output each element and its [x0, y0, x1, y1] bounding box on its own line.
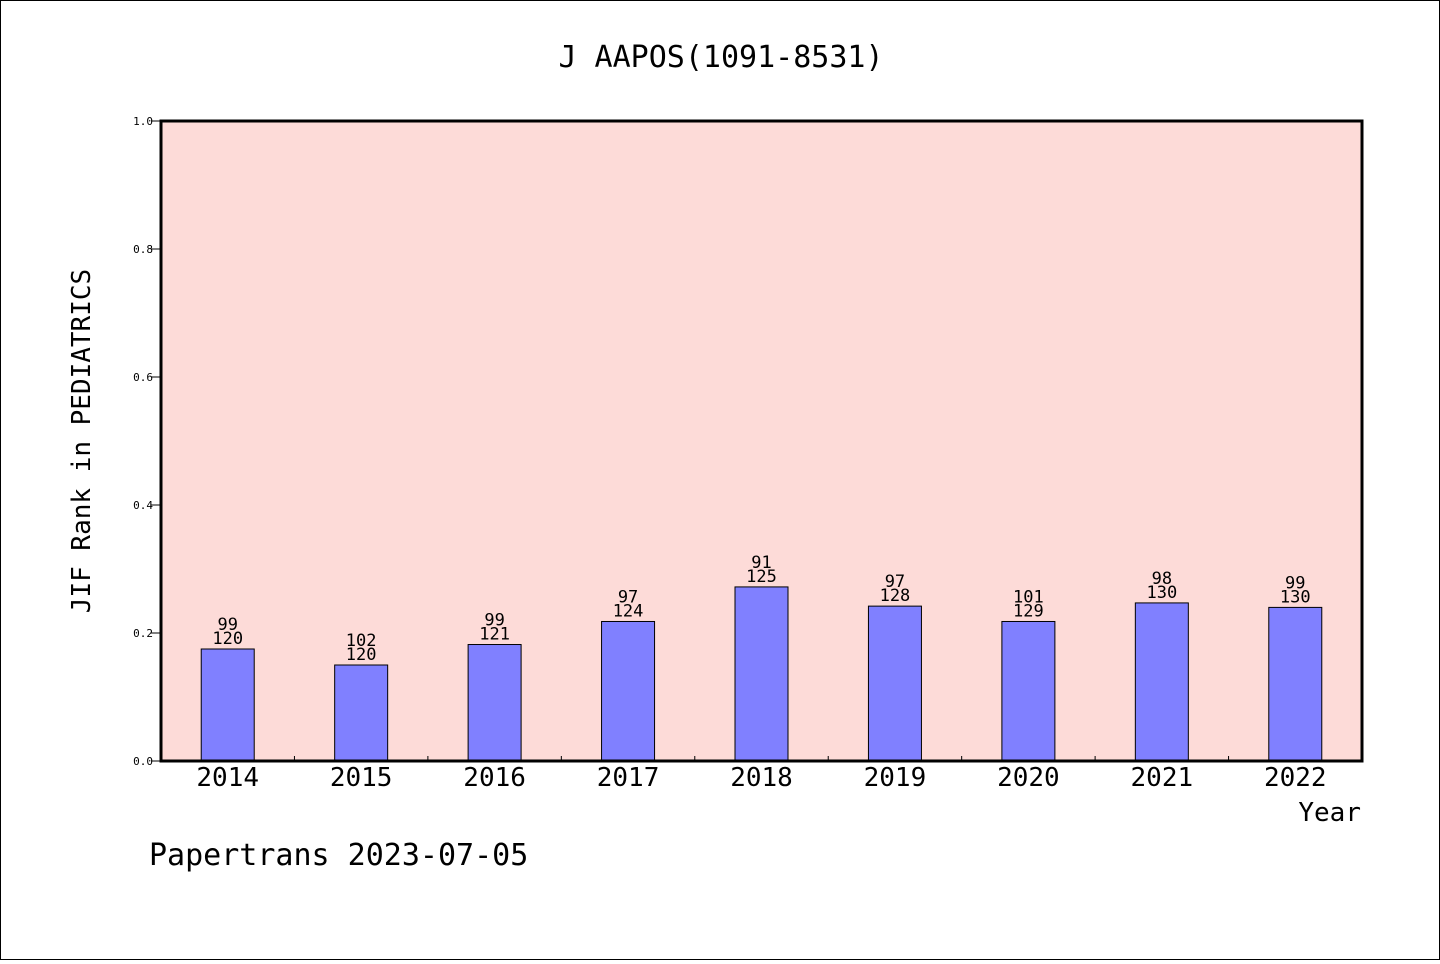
bar-2016: [467, 644, 522, 762]
rank-label: 97: [618, 587, 638, 607]
y-tick-label: 0.4: [133, 499, 153, 512]
y-tick-label: 0.0: [133, 755, 153, 768]
chart-title: J AAPOS(1091-8531): [558, 40, 883, 75]
total-label: 128: [880, 586, 911, 606]
footer-text: Papertrans 2023-07-05: [149, 838, 528, 873]
bar-2014: [200, 648, 255, 762]
x-tick-label: 2016: [463, 763, 526, 793]
x-tick-label: 2014: [196, 763, 259, 793]
rank-label: 102: [346, 631, 377, 651]
x-tick-label: 2022: [1264, 763, 1327, 793]
y-tick-label: 1.0: [133, 115, 153, 128]
total-label: 120: [212, 629, 243, 649]
plot-border: [159, 119, 1364, 763]
data-labels: 2014991202015102120201699121201797124201…: [196, 553, 1326, 793]
x-tick-label: 2017: [597, 763, 660, 793]
bars-group: [200, 586, 1323, 762]
total-label: 129: [1013, 601, 1044, 621]
total-label: 124: [613, 601, 644, 621]
bar-2022: [1268, 606, 1323, 762]
rank-label: 99: [217, 615, 237, 635]
y-axis-label: JIF Rank in PEDIATRICS: [67, 269, 97, 613]
rank-label: 98: [1152, 569, 1172, 589]
y-tick-label: 0.8: [133, 243, 153, 256]
bar-2017: [601, 620, 656, 762]
x-tick-label: 2021: [1131, 763, 1194, 793]
rank-label: 99: [1285, 573, 1305, 593]
x-axis-label: Year: [1298, 798, 1361, 828]
rank-label: 97: [885, 572, 905, 592]
y-tick-label: 0.2: [133, 627, 153, 640]
bar-2019: [867, 605, 922, 762]
bar-2018: [734, 586, 789, 762]
y-tick-label: 0.6: [133, 371, 153, 384]
total-label: 130: [1280, 587, 1311, 607]
rank-label: 101: [1013, 587, 1044, 607]
rank-label: 91: [751, 553, 771, 573]
rank-label: 99: [484, 611, 504, 631]
total-label: 125: [746, 567, 777, 587]
total-label: 121: [479, 625, 510, 645]
x-tick-label: 2019: [864, 763, 927, 793]
x-tick-label: 2020: [997, 763, 1060, 793]
total-label: 130: [1146, 583, 1177, 603]
axis-ticks: 0.0 0.2 0.4 0.6 0.8 1.0: [133, 115, 1230, 768]
total-label: 120: [346, 645, 377, 665]
x-tick-label: 2015: [330, 763, 393, 793]
x-tick-label: 2018: [730, 763, 793, 793]
bar-2020: [1001, 620, 1056, 762]
bar-2021: [1134, 602, 1189, 762]
bar-2015: [334, 664, 389, 762]
